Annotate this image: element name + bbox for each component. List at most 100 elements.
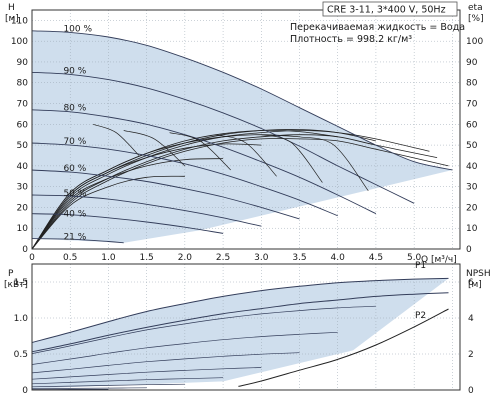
operating-range-fill [32, 30, 453, 243]
x-tick-label: 4.0 [331, 253, 346, 263]
x-tick-label: 2.5 [216, 253, 230, 263]
speed-label: 40 % [63, 210, 86, 220]
npsh-tick-label: 6 [468, 278, 474, 288]
partial-power-curve [31, 383, 185, 388]
power-axis-unit: [кВт] [4, 280, 28, 290]
x-tick-label: 3.5 [292, 253, 306, 263]
iso-curve [169, 132, 231, 171]
p1-label: P1 [415, 261, 426, 271]
eta-axis-unit: [%] [468, 14, 484, 24]
speed-labels: 100 % 90 % 80 % 70 % 60 % 50 % 40 % 21 % [63, 25, 92, 243]
y-tick-label: 90 [17, 58, 29, 68]
npsh-tick-label: 4 [468, 314, 474, 324]
x-tick-label: 0.5 [63, 253, 77, 263]
eta-tick-label: 10 [466, 224, 478, 234]
speed-label: 100 % [63, 25, 92, 35]
flow-axis-label: Q [м³/ч] [421, 255, 457, 265]
head-axis-unit: [м] [5, 14, 19, 24]
eta-axis-label: eta [468, 3, 483, 13]
head-curve [31, 71, 415, 204]
power-tick-label: 0 [22, 386, 28, 396]
power-tick-label: 1.5 [14, 278, 28, 288]
eta-tick-label: 0 [466, 245, 472, 255]
power-tick-label: 0.5 [14, 350, 28, 360]
iso-curve [299, 136, 369, 192]
x-tick-label: 3.0 [254, 253, 269, 263]
efficiency-curves [31, 129, 449, 250]
head-curve [31, 194, 262, 227]
y-tick-label: 0 [22, 245, 28, 255]
iso-curve [215, 134, 277, 177]
head-curve [31, 109, 377, 215]
eta-tick-label: 30 [466, 183, 478, 193]
x-tick-label: 2.0 [178, 253, 193, 263]
y-tick-label: 20 [17, 203, 29, 213]
speed-label: 70 % [63, 137, 86, 147]
efficiency-curve [31, 138, 449, 250]
x-tick-label: 5.0 [407, 253, 422, 263]
speed-label: 60 % [63, 164, 86, 174]
npsh-axis-unit: [м] [468, 280, 482, 290]
eta-tick-label: 80 [466, 79, 478, 89]
fluid-info: Перекачиваемая жидкость = Вода [290, 22, 465, 33]
speed-label: 80 % [63, 104, 86, 114]
eta-tick-label: 50 [466, 141, 478, 151]
y-tick-label: 10 [17, 224, 29, 234]
power-tick-label: 1.0 [14, 314, 29, 324]
eta-tick-label: 100 [466, 37, 483, 47]
eta-tick-label: 40 [466, 162, 478, 172]
eta-tick-label: 70 [466, 100, 478, 110]
partial-power-curve [31, 305, 376, 354]
power-curve [31, 292, 449, 353]
title-box [322, 1, 458, 17]
head-plot-frame [31, 9, 461, 250]
partial-power-curve [31, 377, 224, 385]
power-range-fill [32, 278, 449, 389]
iso-curve [261, 134, 323, 183]
head-curve [31, 238, 124, 244]
speed-label: 50 % [63, 189, 86, 199]
iso-curve [92, 123, 140, 156]
pump-title: CRE 3-11, 3*400 V, 50Hz [327, 5, 446, 16]
power-curves-main [31, 277, 449, 353]
partial-power-curve [31, 387, 147, 390]
head-curve [31, 30, 453, 171]
head-axis-label: H [8, 3, 15, 13]
power-curve [31, 277, 449, 343]
efficiency-curve [31, 143, 262, 250]
x-tick-label: 0 [29, 253, 35, 263]
eta-tick-label: 90 [466, 58, 478, 68]
head-curve [31, 213, 224, 234]
speed-label: 21 % [63, 233, 86, 243]
partial-power-curve [31, 367, 262, 380]
speed-label: 90 % [63, 66, 86, 76]
power-axis-label: P [8, 269, 14, 279]
head-curve [31, 142, 338, 217]
efficiency-curve [31, 158, 224, 250]
partial-power-curve [31, 352, 300, 374]
y-tick-label: 110 [11, 16, 28, 26]
head-curve [31, 169, 300, 220]
head-grid [31, 10, 460, 250]
npsh-tick-label: 2 [468, 350, 474, 360]
npsh-tick-label: 0 [468, 386, 474, 396]
y-tick-label: 70 [17, 100, 29, 110]
y-tick-label: 80 [17, 79, 29, 89]
eta-tick-label: 20 [466, 203, 478, 213]
y-tick-label: 40 [17, 162, 29, 172]
partial-power-curve [31, 331, 338, 365]
npsh-axis-label: NPSH [466, 269, 491, 279]
head-panel: 0 0.5 1.0 1.5 2.0 2.5 3.0 3.5 4.0 4.5 5.0 0 10 20 30 40… [5, 1, 484, 265]
y-tick-label: 60 [17, 120, 29, 130]
efficiency-curve [31, 134, 300, 250]
efficiency-curve [31, 175, 185, 250]
y-tick-label: 100 [11, 37, 28, 47]
x-tick-label: 1.5 [139, 253, 153, 263]
density-info: Плотность = 998.2 кг/м³ [290, 34, 412, 45]
power-panel: 0 0.5 1.0 1.5 0 2 4 6 P [кВт] NPSH [м] P1 P2 [4, 261, 491, 396]
x-tick-label: 1.0 [101, 253, 116, 263]
head-curves [31, 30, 453, 244]
p2-label: P2 [415, 311, 426, 321]
power-curves [31, 305, 376, 390]
